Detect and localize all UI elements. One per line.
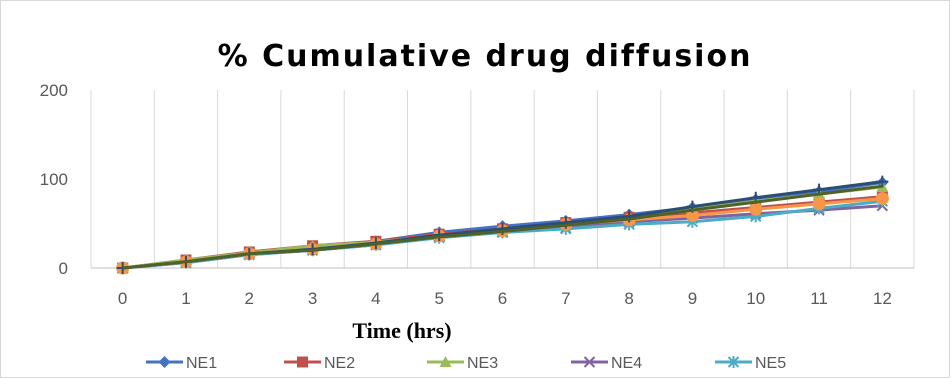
x-tick-label: 0 <box>118 289 127 308</box>
x-tick-label: 7 <box>561 289 570 308</box>
data-point <box>749 202 763 216</box>
x-tick-label: 1 <box>181 289 190 308</box>
data-point <box>685 208 699 222</box>
x-tick-label: 6 <box>498 289 507 308</box>
x-tick-label: 8 <box>624 289 633 308</box>
legend: NE1 NE2 NE3 NE4 NE5 <box>146 355 786 372</box>
legend-label: NE4 <box>611 355 642 372</box>
legend-item: NE3 <box>427 355 498 372</box>
y-tick-label: 0 <box>59 259 68 278</box>
x-tick-label: 9 <box>688 289 697 308</box>
x-axis-label: Time (hrs) <box>352 318 451 343</box>
legend-item: NE4 <box>571 355 642 372</box>
legend-item: NE2 <box>284 355 355 372</box>
x-tick-label: 3 <box>308 289 317 308</box>
series-lines <box>116 175 889 275</box>
y-tick-label: 100 <box>40 170 68 189</box>
x-tick-label: 12 <box>873 289 892 308</box>
legend-item: NE1 <box>146 355 217 372</box>
chart-title: % Cumulative drug diffusion <box>218 39 753 74</box>
legend-label: NE2 <box>324 355 355 372</box>
legend-item: NE5 <box>715 355 786 372</box>
data-point <box>875 192 889 206</box>
legend-label: NE3 <box>467 355 498 372</box>
y-tick-label: 200 <box>40 81 68 100</box>
legend-label: NE1 <box>186 355 217 372</box>
legend-marker <box>583 356 596 368</box>
series-line <box>122 184 883 270</box>
x-tick-label: 5 <box>434 289 443 308</box>
data-point <box>876 175 889 188</box>
x-tick-label: 10 <box>746 289 765 308</box>
legend-marker <box>727 356 740 368</box>
x-tick-label: 2 <box>245 289 254 308</box>
legend-label: NE5 <box>755 355 786 372</box>
legend-marker <box>158 356 171 368</box>
legend-marker <box>439 356 452 367</box>
series-unlabeled-7 <box>122 184 883 270</box>
data-point <box>812 197 826 211</box>
x-tick-label: 4 <box>371 289 380 308</box>
legend-marker <box>297 356 308 368</box>
x-tick-label: 11 <box>810 289 828 308</box>
